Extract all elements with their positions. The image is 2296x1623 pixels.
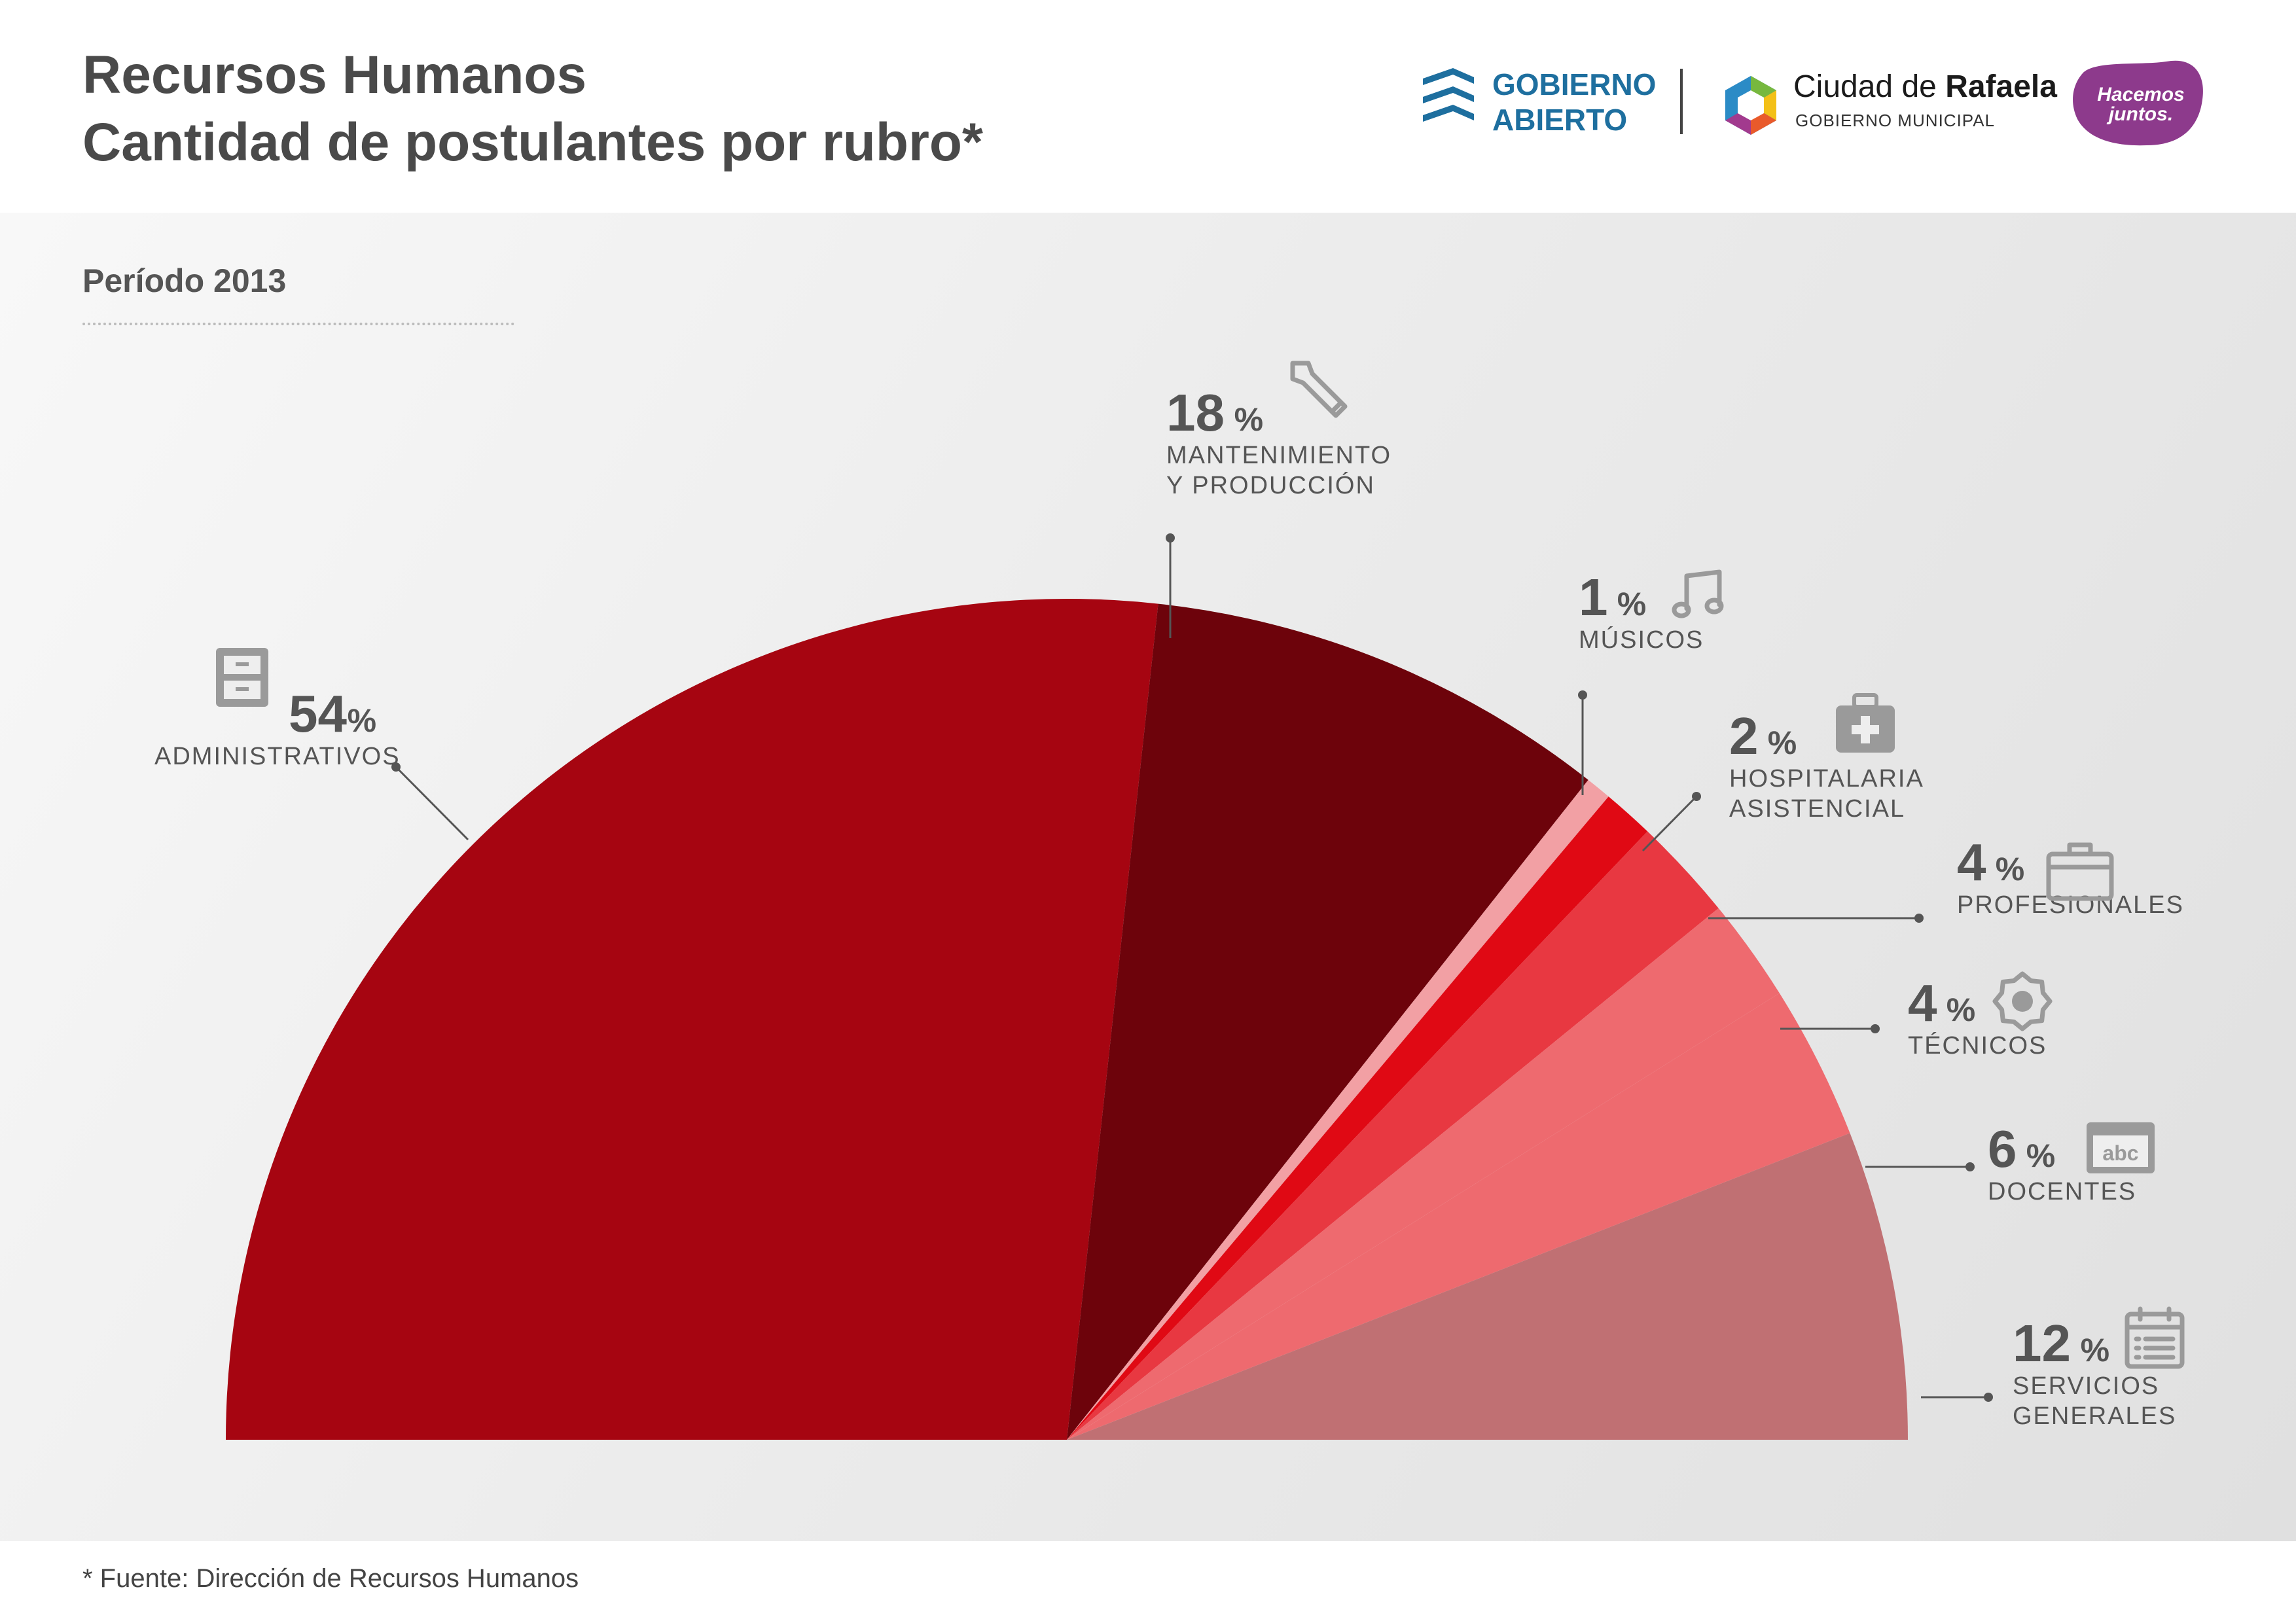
value-tecnicos: 4 — [1908, 974, 1937, 1032]
label-docentes: DOCENTES — [1988, 1178, 2136, 1205]
label-mantenimiento-y-produccion-line2: Y PRODUCCIÓN — [1166, 471, 1375, 499]
percent-sign-profesionales: % — [1996, 851, 2024, 887]
value-servicios-generales: 12 — [2013, 1314, 2071, 1372]
chart-icons: abc — [216, 361, 2185, 1369]
slice-administrativos — [226, 598, 1158, 1440]
leader-dot-profesionales — [1914, 914, 1924, 923]
label-tecnicos: TÉCNICOS — [1908, 1031, 2047, 1060]
leader-dot-administrativos — [391, 762, 401, 772]
logo-divider — [1680, 69, 1683, 134]
chart-leader-lines — [391, 533, 1993, 1402]
music-note-icon — [1672, 569, 1724, 618]
header: Recursos Humanos Cantidad de postulantes… — [0, 0, 2296, 213]
briefcase-icon — [2046, 842, 2114, 901]
gobierno-abierto-mark-icon — [1423, 68, 1474, 122]
slice-docentes — [1067, 993, 1850, 1440]
hacemos-juntos-text: Hacemos juntos. — [2097, 84, 2185, 125]
label-administrativos: ADMINISTRATIVOS — [154, 743, 401, 770]
slice-musicos — [1067, 779, 1609, 1440]
percent-sign-mantenimiento-y-produccion: % — [1234, 401, 1263, 438]
label-hospitalaria-asistencial-line1: HOSPITALARIA — [1729, 765, 1924, 793]
percent-sign-administrativos: % — [348, 702, 376, 739]
ciudad-rafaela-hexagon-icon — [1725, 76, 1776, 135]
label-mantenimiento-y-produccion-line1: MANTENIMIENTO — [1166, 442, 1391, 469]
gear-icon — [1992, 971, 2053, 1031]
percent-sign-tecnicos: % — [1946, 991, 1975, 1028]
leader-hospitalaria-asistencial — [1641, 795, 1698, 852]
slice-servicios-generales — [1067, 1133, 1908, 1440]
ciudad-name: Ciudad de Rafaela — [1793, 69, 2057, 104]
ciudad-subtitle: GOBIERNO MUNICIPAL — [1795, 111, 1996, 130]
slice-hospitalaria-asistencial — [1067, 796, 1648, 1440]
value-musicos: 1 — [1579, 568, 1608, 626]
label-profesionales: PROFESIONALES — [1957, 891, 2184, 919]
source-footnote: * Fuente: Dirección de Recursos Humanos — [82, 1564, 579, 1593]
label-musicos: MÚSICOS — [1579, 626, 1704, 654]
svg-text:abc: abc — [2102, 1141, 2138, 1165]
value-administrativos: 54 — [289, 685, 347, 743]
label-hospitalaria-asistencial-line2: ASISTENCIAL — [1729, 795, 1905, 823]
wrench-icon — [1290, 361, 1348, 418]
abc-board-icon: abc — [2087, 1122, 2155, 1173]
period-label: Período 2013 — [82, 262, 287, 299]
leader-dot-musicos — [1578, 690, 1587, 700]
ciudad-rafaela-logo: Ciudad de Rafaela GOBIERNO MUNICIPAL — [1718, 69, 2058, 141]
filing-cabinet-icon — [216, 648, 268, 707]
leader-administrativos — [395, 766, 469, 841]
slice-mantenimiento-y-produccion — [1067, 603, 1588, 1440]
hacemos-juntos-logo: Hacemos juntos. — [2068, 54, 2209, 152]
percent-sign-docentes: % — [2026, 1137, 2055, 1174]
page-title: Recursos Humanos — [82, 45, 587, 105]
calendar-list-icon — [2125, 1306, 2185, 1369]
slice-profesionales — [1067, 831, 1719, 1440]
value-hospitalaria-asistencial: 2 — [1729, 707, 1759, 765]
slice-tecnicos — [1067, 908, 1780, 1440]
chart-slices — [226, 598, 1908, 1440]
leader-dot-docentes — [1965, 1162, 1975, 1171]
percent-sign-hospitalaria-asistencial: % — [1768, 724, 1797, 761]
percent-sign-servicios-generales: % — [2081, 1332, 2109, 1368]
hacemos-juntos-blob-icon — [2073, 60, 2203, 146]
value-mantenimiento-y-produccion: 18 — [1166, 383, 1225, 442]
label-servicios-generales-line1: SERVICIOS — [2013, 1372, 2159, 1400]
gobierno-abierto-logo: GOBIERNO ABIERTO — [1420, 64, 1662, 137]
leader-dot-hospitalaria-asistencial — [1692, 792, 1701, 801]
value-docentes: 6 — [1988, 1120, 2017, 1178]
page-subtitle: Cantidad de postulantes por rubro* — [82, 113, 983, 172]
gobierno-abierto-text: GOBIERNO ABIERTO — [1492, 67, 1657, 137]
period-divider — [82, 323, 514, 325]
label-servicios-generales-line2: GENERALES — [2013, 1402, 2176, 1430]
leader-dot-mantenimiento-y-produccion — [1166, 533, 1175, 543]
leader-dot-servicios-generales — [1984, 1393, 1993, 1402]
percent-sign-musicos: % — [1617, 586, 1646, 622]
first-aid-kit-icon — [1836, 693, 1895, 753]
leader-dot-tecnicos — [1871, 1024, 1880, 1033]
value-profesionales: 4 — [1957, 833, 1986, 891]
